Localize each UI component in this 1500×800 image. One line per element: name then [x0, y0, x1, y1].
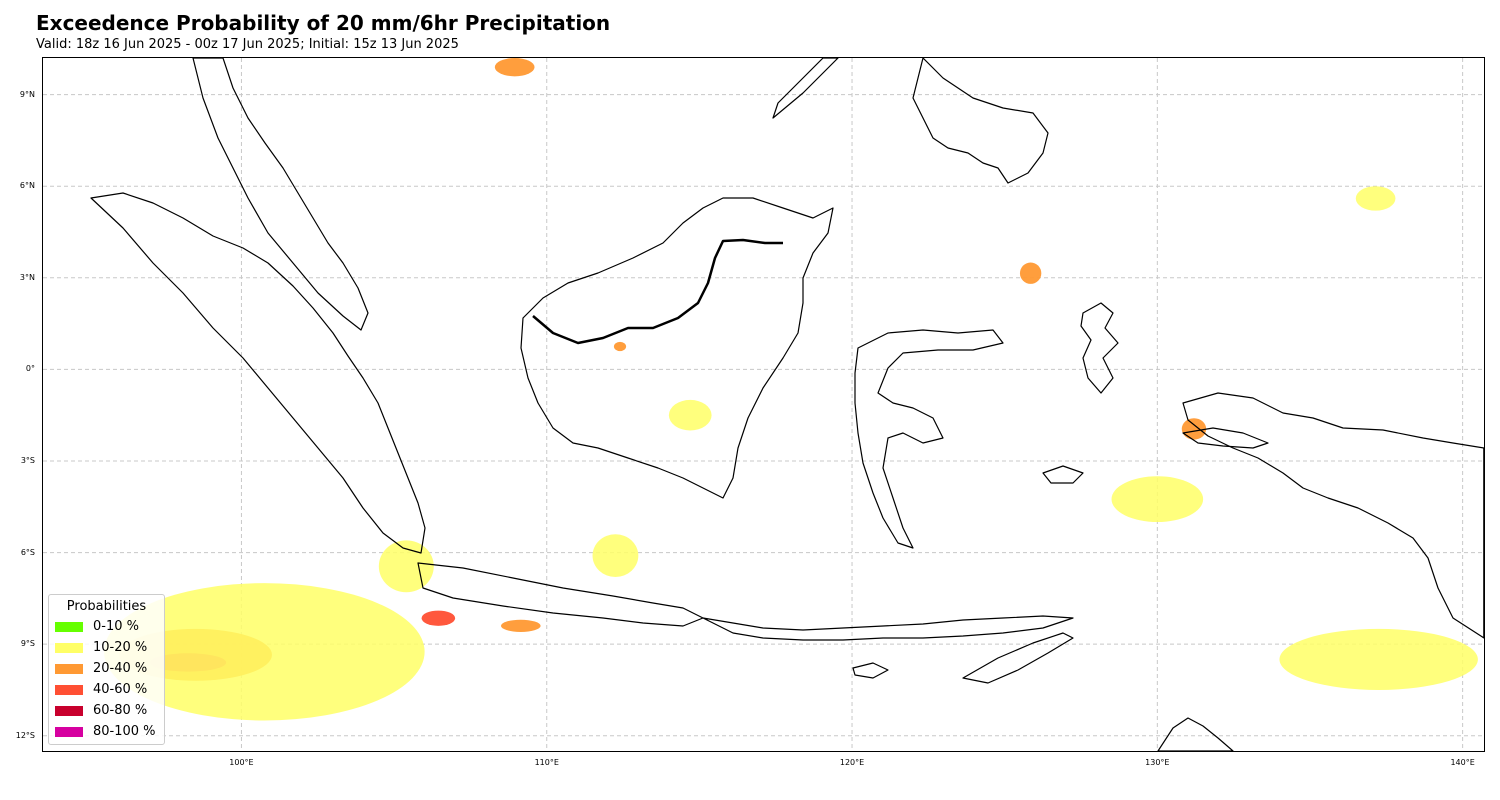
coastline-australia — [1157, 717, 1234, 751]
legend-label: 10-20 % — [93, 640, 148, 655]
map-plot-area: 9°N 6°N 3°N 0° 3°S 6°S 9°S 12°S 100°E 110°E 120°E… — [16, 57, 1485, 767]
map-canvas — [43, 58, 1484, 751]
coastline-malay-peninsula — [192, 58, 369, 331]
map-subtitle: Valid: 18z 16 Jun 2025 - 00z 17 Jun 2025… — [36, 37, 459, 52]
map-title: Exceedence Probability of 20 mm/6hr Prec… — [36, 11, 611, 35]
probability-area-pacific-northeast — [1355, 186, 1396, 211]
lat-tick-label: 9°S — [20, 639, 35, 649]
coastlines — [90, 58, 1484, 751]
legend-label: 20-40 % — [93, 661, 148, 676]
probability-area-west-java-south — [421, 610, 456, 626]
legend-swatch — [55, 642, 83, 653]
lon-tick-label: 140°E — [1450, 758, 1475, 767]
lon-tick-label: 130°E — [1145, 758, 1170, 767]
probability-area-java-sea-south — [592, 534, 639, 577]
probability-legend: Probabilities 0-10 % 10-20 % 20-40 % 40-60 … — [48, 594, 165, 745]
legend-swatch — [55, 663, 83, 674]
lat-tick-label: 12°S — [15, 730, 35, 740]
coastline-philippines — [912, 58, 1049, 184]
legend-swatch — [55, 705, 83, 716]
coastline-halmahera — [1080, 302, 1119, 394]
probability-area-north-of-borneo-sea — [494, 58, 535, 77]
probability-area-banda-sea — [1111, 476, 1204, 523]
legend-item: 10-20 % — [49, 637, 164, 658]
probability-area-arafura-sea — [1279, 628, 1478, 690]
coastline-new-guinea — [1182, 392, 1484, 639]
legend-item: 40-60 % — [49, 679, 164, 700]
lon-tick-label: 100°E — [229, 758, 254, 767]
probability-area-central-kalimantan — [668, 399, 712, 431]
coastline-palawan — [772, 58, 839, 119]
lat-tick-label: 9°N — [19, 89, 35, 99]
lon-tick-label: 120°E — [839, 758, 865, 767]
coastline-borneo — [520, 197, 834, 499]
legend-swatch — [55, 621, 83, 632]
lat-tick-label: 6°S — [20, 547, 35, 557]
probability-area-molucca-sea-north — [1019, 262, 1042, 284]
coastline-sumba — [852, 662, 889, 679]
legend-label: 60-80 % — [93, 703, 148, 718]
coastline-sulawesi — [854, 329, 1004, 549]
lat-tick-label: 3°N — [19, 272, 35, 282]
legend-label: 40-60 % — [93, 682, 148, 697]
coastline-timor — [962, 632, 1074, 684]
legend-item: 20-40 % — [49, 658, 164, 679]
probability-area-flores-bali — [500, 619, 541, 632]
lat-tick-label: 3°S — [20, 455, 35, 465]
probability-area-indian-ocean-outer — [104, 583, 425, 721]
border-borneo — [532, 238, 783, 345]
lon-tick-label: 110°E — [534, 758, 559, 767]
probability-field — [104, 58, 1478, 721]
legend-swatch — [55, 726, 83, 737]
coastline-sumatra — [90, 192, 426, 554]
probability-area-sunda-strait — [378, 540, 434, 593]
coastline-seram — [1182, 427, 1269, 449]
coastline-lesser-sundas — [702, 615, 1074, 641]
legend-label: 0-10 % — [93, 619, 139, 634]
legend-label: 80-100 % — [93, 724, 156, 739]
probability-area-seram — [1181, 418, 1207, 440]
legend-item: 80-100 % — [49, 721, 164, 742]
legend-item: 60-80 % — [49, 700, 164, 721]
lat-tick-label: 6°N — [19, 181, 35, 191]
legend-item: 0-10 % — [49, 616, 164, 637]
coastline-java — [417, 562, 704, 627]
coastline-buru — [1042, 465, 1084, 484]
legend-swatch — [55, 684, 83, 695]
lat-tick-label: 0° — [25, 364, 35, 374]
legend-title: Probabilities — [66, 599, 147, 614]
probability-area-sarawak-west — [613, 341, 627, 352]
